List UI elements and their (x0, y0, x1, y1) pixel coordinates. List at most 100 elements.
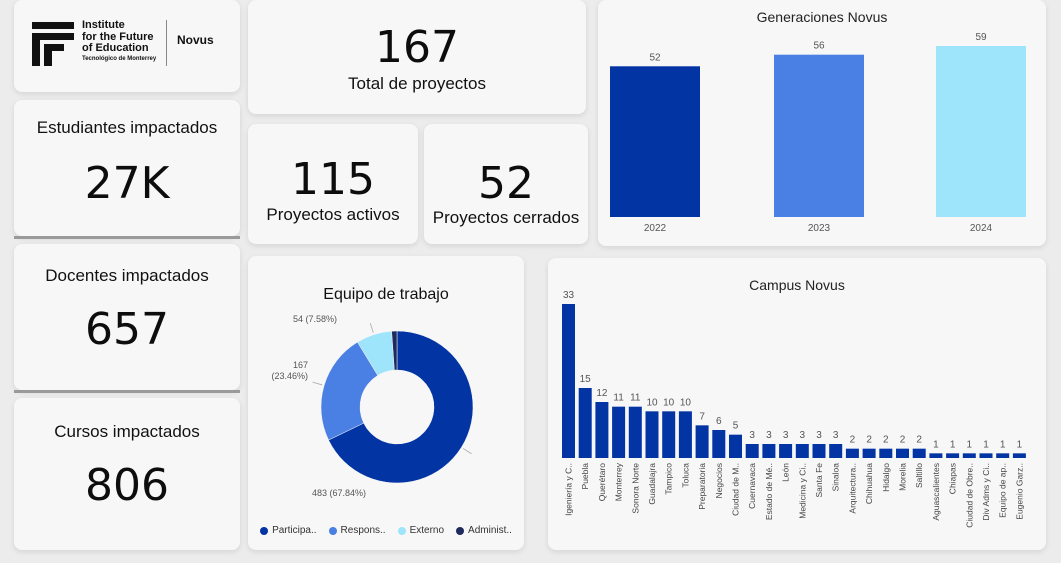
campus-category-label: Sonora Norte (630, 463, 640, 514)
campus-category-label: Sinaloa (831, 463, 841, 492)
campus-bar[interactable] (812, 444, 826, 458)
campus-bar-value-label: 2 (883, 435, 889, 446)
equipo-legend-item[interactable]: Administ.. (456, 525, 512, 536)
campus-bar[interactable] (595, 402, 609, 458)
campus-bar[interactable] (662, 411, 676, 458)
legend-dot-icon (328, 526, 337, 535)
campus-bar[interactable] (612, 406, 626, 458)
campus-category-label: Chihuahua (864, 463, 874, 504)
logo-line-3: of Education (82, 42, 149, 54)
campus-category-label: Estado de Mé.. (764, 463, 774, 520)
campus-category-label: Hidalgo (881, 463, 891, 492)
proyectos-activos-value: 115 (291, 154, 375, 205)
campus-bar-value-label: 10 (680, 397, 692, 408)
campus-chart-title: Campus Novus (749, 277, 845, 293)
campus-bar-value-label: 1 (983, 439, 989, 450)
proyectos-activos-label: Proyectos activos (266, 205, 400, 224)
campus-bar-value-label: 3 (783, 430, 789, 441)
campus-bar[interactable] (695, 425, 709, 458)
cursos-label: Cursos impactados (54, 422, 200, 441)
legend-dot-icon (260, 526, 269, 535)
campus-bar[interactable] (929, 453, 943, 458)
campus-bar[interactable] (562, 304, 575, 458)
campus-category-label: Chiapas (948, 463, 958, 494)
campus-bar[interactable] (996, 453, 1010, 458)
campus-category-label: Guadalajra (647, 463, 657, 505)
campus-bar-value-label: 1 (950, 439, 956, 450)
campus-category-label: Querétaro (597, 463, 607, 502)
campus-bar-value-label: 11 (613, 393, 624, 404)
campus-bar-value-label: 10 (663, 397, 675, 408)
campus-category-label: Toluca (680, 463, 690, 488)
generaciones-category-label: 2024 (970, 223, 993, 234)
campus-category-label: Equipo de ap.. (998, 463, 1008, 518)
campus-bar[interactable] (962, 453, 976, 458)
campus-bar[interactable] (896, 448, 909, 458)
campus-bar[interactable] (762, 444, 776, 458)
equipo-value-label: 167 (23.46%) (271, 360, 308, 381)
campus-bar[interactable] (1012, 453, 1026, 458)
docentes-value: 657 (85, 304, 169, 355)
campus-bar[interactable] (946, 453, 960, 458)
logo-line-4: Tecnológico de Monterrey (82, 55, 157, 62)
logo-line-2: for the Future (82, 30, 154, 43)
campus-bar[interactable] (845, 448, 859, 458)
campus-bar-value-label: 3 (749, 430, 755, 441)
campus-category-label: Ciudad de M.. (731, 463, 741, 516)
total-proyectos-label: Total de proyectos (348, 74, 486, 93)
campus-bar[interactable] (578, 388, 592, 458)
campus-bar[interactable] (729, 434, 742, 458)
logo-text: Institute for the Future of Education Te… (82, 19, 157, 64)
campus-category-label: Igeniería y C.. (564, 463, 574, 516)
campus-bar-value-label: 1 (1000, 439, 1006, 450)
equipo-slice-0[interactable] (328, 330, 474, 484)
campus-bar-value-label: 3 (816, 430, 822, 441)
campus-bar-value-label: 3 (833, 430, 839, 441)
generaciones-bar-2024[interactable] (936, 46, 1026, 217)
equipo-leader-line (312, 381, 323, 386)
proyectos-cerrados-card: 52 Proyectos cerrados (424, 124, 588, 244)
campus-bar[interactable] (628, 406, 642, 458)
campus-bar[interactable] (979, 453, 993, 458)
proyectos-cerrados-label: Proyectos cerrados (432, 208, 580, 227)
equipo-legend-item[interactable]: Respons.. (328, 525, 386, 536)
campus-bar[interactable] (745, 444, 759, 458)
campus-bar[interactable] (912, 448, 926, 458)
equipo-legend: Participa.. Respons.. Externo Administ.. (248, 525, 524, 536)
institute-logo-icon (32, 22, 74, 66)
generaciones-bar-chart: 52 2022 56 2023 59 2024 (610, 32, 1026, 234)
equipo-slice-1[interactable] (320, 341, 379, 441)
generaciones-category-label: 2023 (808, 223, 831, 234)
equipo-legend-item[interactable]: Externo (397, 525, 444, 536)
campus-category-label: Div Adms y Ci.. (981, 463, 991, 521)
proyectos-cerrados-value: 52 (478, 158, 534, 209)
legend-dot-icon (456, 526, 465, 535)
equipo-leader-line (462, 448, 472, 455)
campus-bar[interactable] (829, 444, 843, 458)
campus-bar[interactable] (712, 430, 726, 458)
campus-bar-value-label: 12 (596, 388, 608, 399)
campus-category-label: Preparatoria (697, 463, 707, 510)
campus-category-label: León (781, 463, 791, 482)
generaciones-bar-2023[interactable] (774, 54, 864, 217)
campus-bar[interactable] (862, 448, 876, 458)
total-proyectos-card: 167 Total de proyectos (248, 0, 586, 114)
campus-bar-value-label: 2 (850, 435, 856, 446)
campus-bar[interactable] (795, 444, 809, 458)
campus-category-label: Eugenio Garz.. (1014, 463, 1024, 520)
cursos-card: Cursos impactados 806 (14, 398, 240, 550)
campus-bar[interactable] (678, 411, 692, 458)
campus-bar[interactable] (879, 448, 893, 458)
campus-bar-value-label: 5 (733, 421, 739, 432)
campus-category-label: Negocios (714, 463, 724, 498)
equipo-slice-3[interactable] (391, 330, 398, 371)
campus-bar-value-label: 33 (563, 290, 575, 301)
campus-bar[interactable] (779, 444, 793, 458)
generaciones-bar-2022[interactable] (610, 66, 700, 217)
proyectos-activos-card: 115 Proyectos activos (248, 124, 418, 244)
equipo-value-label: 483 (67.84%) (312, 488, 366, 498)
brand-name: Novus (177, 33, 214, 47)
equipo-legend-item[interactable]: Participa.. (260, 525, 317, 536)
campus-bar[interactable] (645, 411, 659, 458)
equipo-donut-chart: 483 (67.84%) 167 (23.46%) 54 (7.58%) (271, 314, 474, 498)
